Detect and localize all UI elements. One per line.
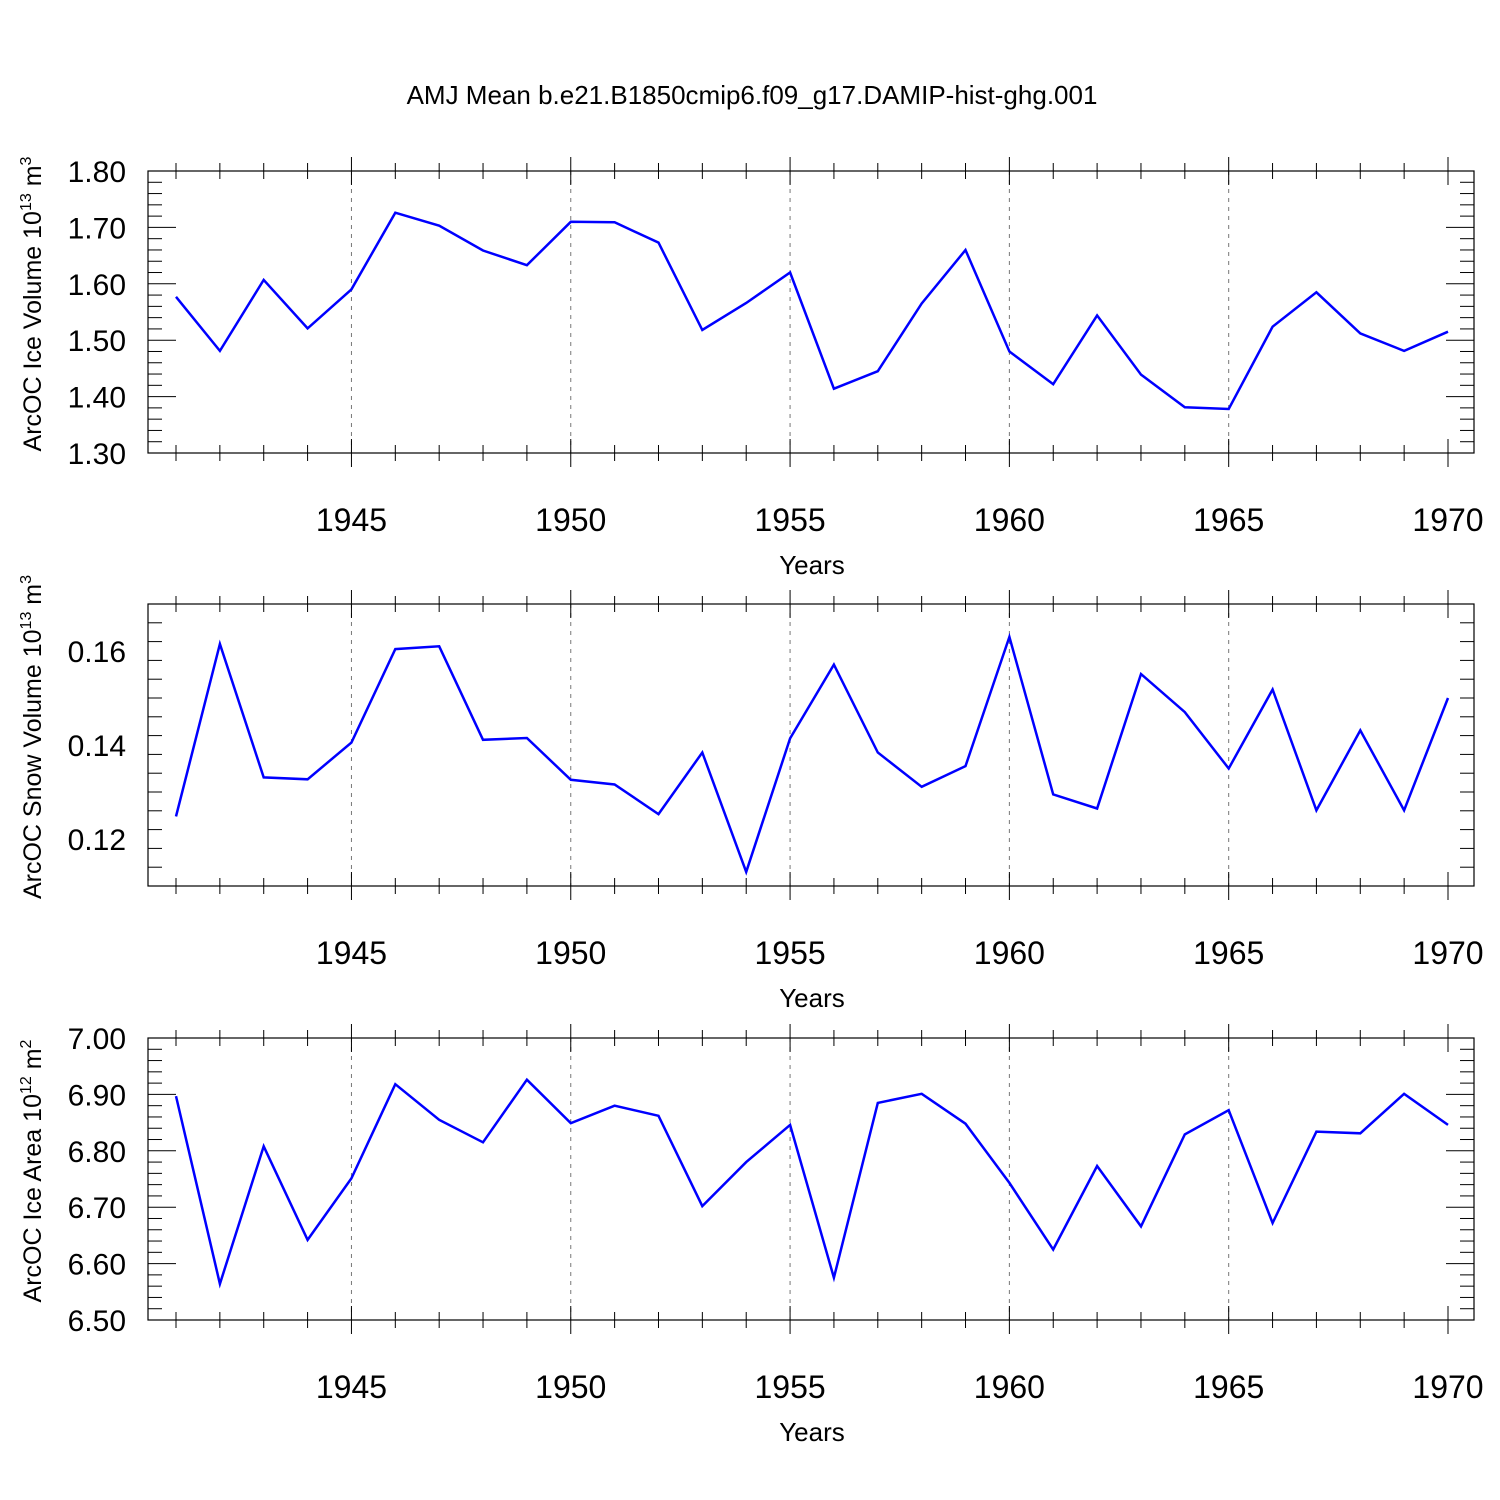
chart-title: AMJ Mean b.e21.B1850cmip6.f09_g17.DAMIP-… <box>407 80 1098 110</box>
ice-volume-ytick-label: 1.60 <box>68 269 126 302</box>
ice-area-plot-frame <box>147 1037 1475 1321</box>
ice-volume-plot-frame <box>147 170 1475 454</box>
ice-area-ytick-label: 6.50 <box>68 1305 126 1338</box>
snow-volume-xtick-label: 1950 <box>535 935 606 971</box>
snow-volume-ytick-label: 0.12 <box>68 824 126 857</box>
ice-area-ytick-label: 7.00 <box>68 1023 126 1056</box>
ice-volume-xtick-label: 1945 <box>316 502 387 538</box>
ice-volume-ytick-label: 1.40 <box>68 382 126 415</box>
snow-volume-xtick-label: 1960 <box>974 935 1045 971</box>
ice-volume-y-axis-title: ArcOC Ice Volume 1013 m3 <box>18 156 47 451</box>
ice-volume-xtick-label: 1960 <box>974 502 1045 538</box>
ice-volume-ytick-label: 1.50 <box>68 325 126 358</box>
ice-area-x-axis-title: Years <box>779 1417 845 1447</box>
ice-area-ytick-label: 6.90 <box>68 1079 126 1112</box>
ice-area-xtick-label: 1960 <box>974 1369 1045 1405</box>
ice-volume-x-axis-title: Years <box>779 550 845 580</box>
ice-volume-ytick-label: 1.30 <box>68 438 126 471</box>
snow-volume-xtick-label: 1970 <box>1412 935 1483 971</box>
ice-volume-xtick-label: 1965 <box>1193 502 1264 538</box>
ice-volume-ytick-label: 1.80 <box>68 156 126 189</box>
snow-volume-xtick-label: 1955 <box>754 935 825 971</box>
snow-volume-y-axis-title: ArcOC Snow Volume 1013 m3 <box>18 575 47 899</box>
ice-area-xtick-label: 1950 <box>535 1369 606 1405</box>
snow-volume-ytick-label: 0.14 <box>68 730 126 763</box>
snow-volume-xtick-label: 1945 <box>316 935 387 971</box>
ice-volume-xtick-label: 1955 <box>754 502 825 538</box>
ice-area-ytick-label: 6.70 <box>68 1192 126 1225</box>
snow-volume-series-line <box>174 632 1450 876</box>
snow-volume-plot-frame <box>147 603 1475 887</box>
ice-area-xtick-label: 1945 <box>316 1369 387 1405</box>
ice-area-series-line <box>174 1077 1449 1289</box>
ice-volume-ytick-label: 1.70 <box>68 212 126 245</box>
ice-volume-series-line <box>175 211 1449 411</box>
snow-volume-xtick-label: 1965 <box>1193 935 1264 971</box>
ice-area-ytick-label: 6.60 <box>68 1249 126 1282</box>
ice-volume-panel: 1.30 1.40 1.50 1.60 1.70 1.80 1945 1950 1955 1960… <box>18 156 1484 580</box>
snow-volume-ytick-label: 0.16 <box>68 636 126 669</box>
ice-area-xtick-label: 1970 <box>1412 1369 1483 1405</box>
ice-area-xtick-label: 1955 <box>754 1369 825 1405</box>
ice-area-panel: 6.50 6.60 6.70 6.80 6.90 7.00 1945 1950 1955 1960… <box>18 1023 1484 1447</box>
ice-volume-xtick-label: 1950 <box>535 502 606 538</box>
ice-volume-xtick-label: 1970 <box>1412 502 1483 538</box>
ice-area-y-axis-title: ArcOC Ice Area 1012 m2 <box>18 1039 47 1302</box>
snow-volume-x-axis-title: Years <box>779 983 845 1013</box>
ice-area-xtick-label: 1965 <box>1193 1369 1264 1405</box>
ice-area-ytick-label: 6.80 <box>68 1136 126 1169</box>
snow-volume-panel: 0.12 0.14 0.16 1945 1950 1955 1960 1965 1970 Year… <box>18 575 1484 1013</box>
